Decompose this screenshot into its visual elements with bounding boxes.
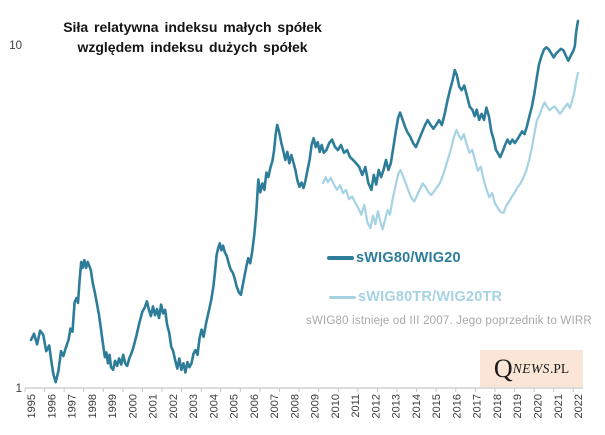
x-axis-label-2001: 2001: [148, 394, 160, 418]
x-axis-label-2007: 2007: [269, 394, 281, 418]
chart-title-line2: względem indeksu dużych spółek: [77, 39, 308, 55]
series-line-swig80-wig20: [29, 19, 580, 384]
qnews-logo-pl: .PL: [549, 360, 570, 376]
legend-label-swig80tr-wig20tr: sWIG80TR/WIG20TR: [358, 289, 503, 305]
qnews-logo-q: Q: [493, 353, 513, 383]
qnews-logo-news: NEWS: [512, 360, 550, 376]
series-line-swig80tr-wig20tr: [322, 71, 580, 231]
legend-swatch-dark-line: [327, 256, 354, 260]
x-axis-label-1997: 1997: [67, 394, 79, 418]
x-axis-label-2017: 2017: [472, 394, 484, 418]
x-axis-label-2019: 2019: [512, 394, 524, 418]
x-axis-label-2011: 2011: [350, 394, 362, 418]
x-axis-label-2012: 2012: [370, 394, 382, 418]
legend-label-swig80-wig20: sWIG80/WIG20: [356, 250, 461, 266]
x-axis-label-2002: 2002: [168, 394, 180, 418]
legend-item-swig80tr-wig20tr: sWIG80TR/WIG20TR: [329, 289, 502, 305]
legend-swatch-light-line: [329, 295, 356, 299]
x-axis-label-1996: 1996: [46, 394, 58, 418]
x-axis-label-2021: 2021: [553, 394, 565, 418]
x-axis-label-2010: 2010: [330, 394, 342, 418]
x-axis-label-2000: 2000: [127, 394, 139, 418]
x-axis-label-1999: 1999: [107, 394, 119, 418]
legend-item-swig80-wig20: sWIG80/WIG20: [327, 250, 461, 266]
y-axis-label-1: 1: [16, 383, 22, 395]
x-axis-label-2008: 2008: [289, 394, 301, 418]
chart-title-line1: Siła relatywna indeksu małych spółek: [63, 19, 322, 35]
qnews-logo: Q NEWS .PL: [480, 350, 583, 387]
x-axis-label-2020: 2020: [533, 394, 545, 418]
x-axis-label-2004: 2004: [208, 394, 220, 418]
x-axis-label-2009: 2009: [310, 394, 322, 418]
x-axis-label-2013: 2013: [391, 394, 403, 418]
footnote-swig80-history: sWIG80 istnieje od III 2007. Jego poprze…: [306, 315, 592, 327]
x-axis-label-2022: 2022: [573, 394, 585, 418]
x-axis-label-2014: 2014: [411, 394, 423, 418]
x-axis-label-2016: 2016: [451, 394, 463, 418]
y-axis-label-10: 10: [9, 40, 22, 52]
x-axis-label-2015: 2015: [431, 394, 443, 418]
x-axis-label-2018: 2018: [492, 394, 504, 418]
x-axis-label-1998: 1998: [87, 394, 99, 418]
x-axis-label-1995: 1995: [26, 394, 38, 418]
chart-title: Siła relatywna indeksu małych spółek wzg…: [40, 17, 345, 57]
x-axis-label-2003: 2003: [188, 394, 200, 418]
x-axis-label-2005: 2005: [229, 394, 241, 418]
x-axis-label-2006: 2006: [249, 394, 261, 418]
